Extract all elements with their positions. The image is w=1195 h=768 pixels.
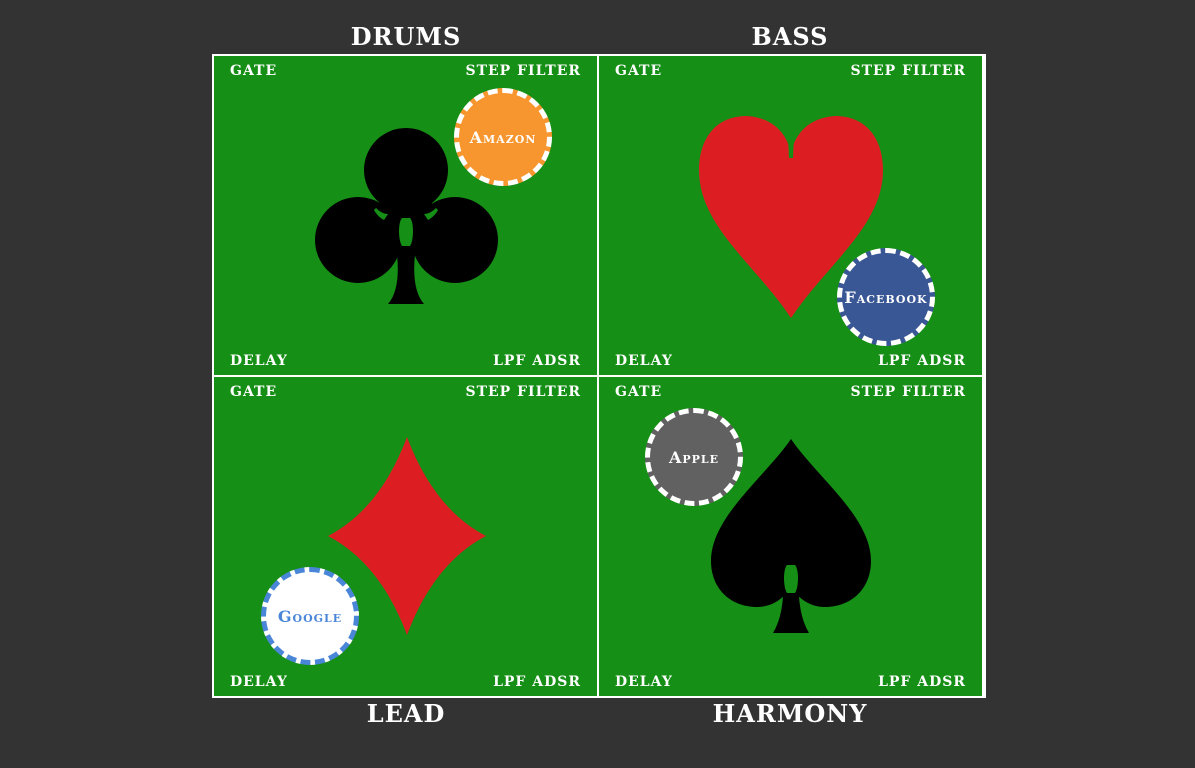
facebook-chip-label: Facebook [844,287,928,307]
gate-control[interactable]: GATE [230,384,278,400]
step-filter-control[interactable]: STEP FILTER [465,63,581,79]
delay-control[interactable]: DELAY [230,353,288,369]
facebook-chip[interactable]: Facebook [837,248,935,346]
delay-control[interactable]: DELAY [615,353,673,369]
delay-control[interactable]: DELAY [230,674,288,690]
gate-control[interactable]: GATE [615,384,663,400]
quadrant-harmony[interactable]: GATE STEP FILTER DELAY LPF ADSR Apple [599,377,982,696]
quadrant-drums[interactable]: GATE STEP FILTER DELAY LPF ADSR Amazon [214,56,597,375]
google-chip[interactable]: Google [261,567,359,665]
spade-icon [711,439,871,633]
track-title-harmony: HARMONY [712,699,868,728]
apple-chip[interactable]: Apple [645,408,743,506]
quadrant-bass[interactable]: GATE STEP FILTER DELAY LPF ADSR Facebook [599,56,982,375]
quadrant-lead[interactable]: GATE STEP FILTER DELAY LPF ADSR Google [214,377,597,696]
track-title-bass: BASS [751,22,829,51]
apple-chip-label: Apple [668,447,720,467]
gate-control[interactable]: GATE [230,63,278,79]
card-table-board: GATE STEP FILTER DELAY LPF ADSR Amazon G… [212,54,986,698]
lpf-adsr-control[interactable]: LPF ADSR [493,353,581,369]
lpf-adsr-control[interactable]: LPF ADSR [493,674,581,690]
google-chip-label: Google [277,606,343,626]
amazon-chip[interactable]: Amazon [454,88,552,186]
delay-control[interactable]: DELAY [615,674,673,690]
step-filter-control[interactable]: STEP FILTER [850,384,966,400]
heart-icon [699,116,883,318]
lpf-adsr-control[interactable]: LPF ADSR [878,674,966,690]
step-filter-control[interactable]: STEP FILTER [465,384,581,400]
gate-control[interactable]: GATE [615,63,663,79]
lpf-adsr-control[interactable]: LPF ADSR [878,353,966,369]
club-icon [315,128,498,304]
diamond-icon [328,437,486,635]
step-filter-control[interactable]: STEP FILTER [850,63,966,79]
track-title-drums: DRUMS [350,22,462,51]
amazon-chip-label: Amazon [469,127,537,147]
track-title-lead: LEAD [366,699,446,728]
